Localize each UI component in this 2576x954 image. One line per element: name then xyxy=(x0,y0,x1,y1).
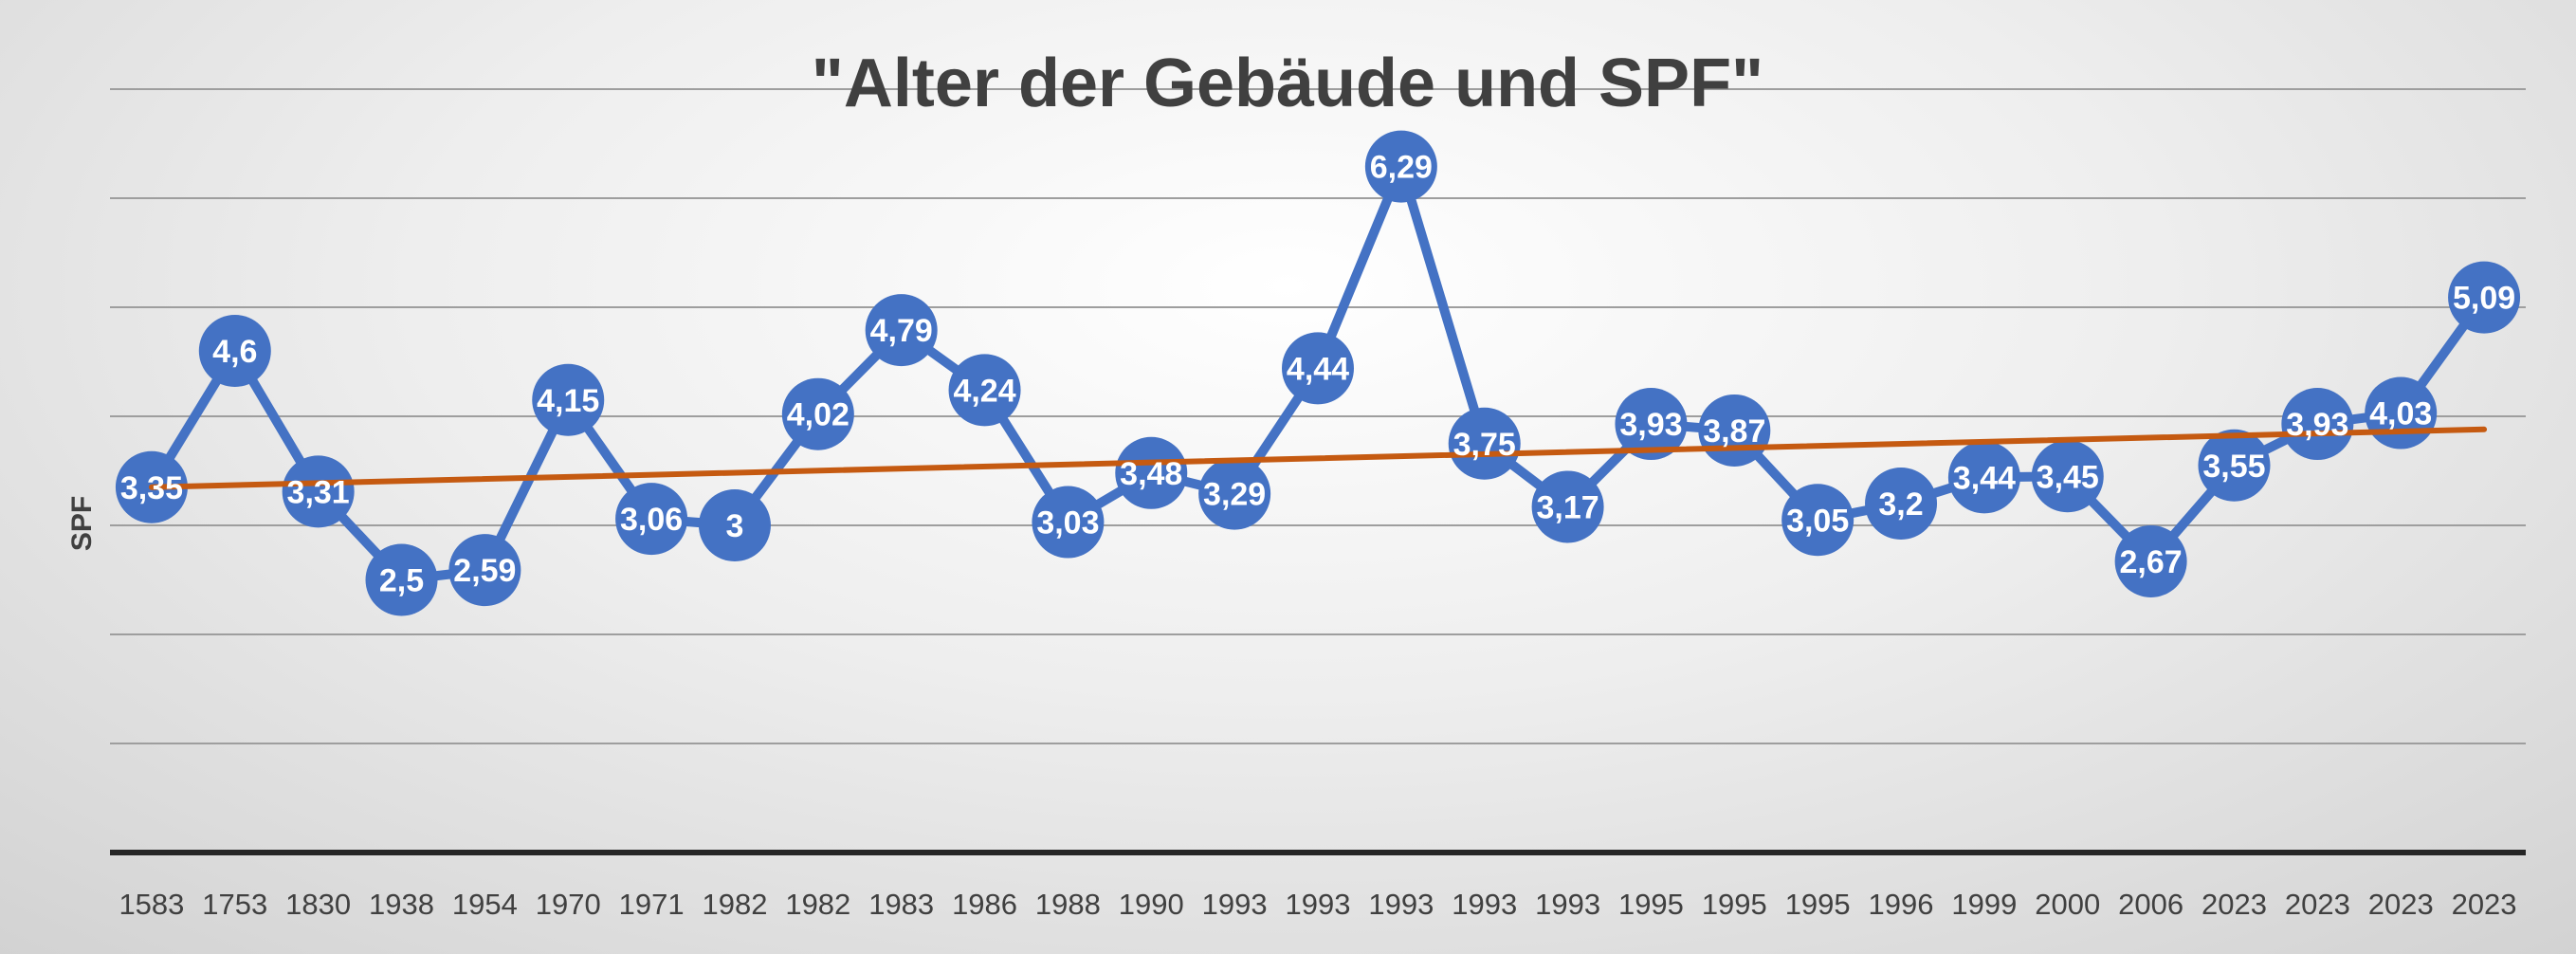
data-point xyxy=(2281,388,2354,461)
data-point xyxy=(781,377,854,450)
x-tick-label: 1753 xyxy=(202,888,267,921)
data-markers xyxy=(115,130,2521,616)
x-tick-label: 1830 xyxy=(285,888,351,921)
x-tick-label: 1993 xyxy=(1368,888,1434,921)
x-tick-label: 2023 xyxy=(2285,888,2350,921)
data-point xyxy=(198,315,271,387)
data-label: 4,79 xyxy=(870,313,933,349)
data-label: 3,06 xyxy=(620,502,683,538)
data-point xyxy=(1615,388,1688,461)
data-label: 2,5 xyxy=(379,563,424,599)
data-point xyxy=(282,455,355,528)
data-point xyxy=(1781,484,1854,557)
data-labels: 3,35 4,6 3,31 2,5 2,59 4,15 3,06 3 4,02 4,79 4,24 3… xyxy=(120,150,2515,599)
data-point xyxy=(2114,524,2187,597)
data-point xyxy=(365,543,438,616)
data-label: 3,35 xyxy=(120,470,183,506)
data-label: 3,55 xyxy=(2202,449,2265,485)
x-tick-label: 1993 xyxy=(1535,888,1600,921)
x-tick-label: 2006 xyxy=(2118,888,2183,921)
data-label: 3,2 xyxy=(1878,486,1923,523)
data-label: 3,03 xyxy=(1036,505,1099,541)
y-axis-label: SPF xyxy=(66,496,98,551)
data-point xyxy=(1364,130,1437,203)
chart-title: "Alter der Gebäude und SPF" xyxy=(812,46,1763,121)
x-tick-label: 1993 xyxy=(1286,888,1351,921)
data-label: 3,48 xyxy=(1120,456,1182,492)
data-label: 6,29 xyxy=(1370,150,1433,186)
x-tick-label: 2023 xyxy=(2452,888,2517,921)
data-point xyxy=(2198,429,2271,502)
data-label: 4,24 xyxy=(953,373,1015,409)
data-label: 4,15 xyxy=(537,383,599,419)
data-label: 3,45 xyxy=(2037,459,2099,495)
data-label: 3,31 xyxy=(287,474,350,510)
x-tick-label: 1983 xyxy=(868,888,934,921)
data-point xyxy=(865,294,938,367)
data-label: 3,87 xyxy=(1703,413,1765,449)
data-label: 3,93 xyxy=(2286,407,2348,443)
x-tick-labels: 1583 1753 1830 1938 1954 1970 1971 1982 1982 1983… xyxy=(119,888,2516,921)
data-point xyxy=(1115,436,1188,509)
data-label: 4,6 xyxy=(212,334,257,370)
trendline xyxy=(148,426,2488,490)
x-tick-label: 1993 xyxy=(1202,888,1268,921)
x-tick-label: 1999 xyxy=(1951,888,2017,921)
data-label: 3,44 xyxy=(1953,460,2016,496)
data-label: 3,75 xyxy=(1453,427,1516,463)
x-tick-label: 1988 xyxy=(1035,888,1101,921)
data-point xyxy=(532,363,605,436)
x-tick-label: 1986 xyxy=(952,888,1017,921)
x-tick-label: 2000 xyxy=(2035,888,2100,921)
data-label: 3,93 xyxy=(1619,407,1682,443)
data-point xyxy=(1448,407,1521,480)
data-point xyxy=(1032,486,1105,559)
x-tick-label: 1982 xyxy=(785,888,850,921)
data-point xyxy=(948,354,1021,427)
data-label: 4,44 xyxy=(1287,351,1349,387)
x-tick-label: 1938 xyxy=(369,888,434,921)
x-tick-label: 1995 xyxy=(1702,888,1767,921)
x-tick-label: 2023 xyxy=(2368,888,2434,921)
x-tick-label: 1996 xyxy=(1869,888,1934,921)
data-label: 4,02 xyxy=(787,397,850,433)
data-point xyxy=(698,489,771,561)
data-label: 2,67 xyxy=(2120,544,2183,580)
gridlines xyxy=(110,88,2526,744)
data-point xyxy=(1947,441,2020,514)
x-tick-label: 1993 xyxy=(1452,888,1517,921)
data-point xyxy=(2031,440,2104,513)
data-label: 3,17 xyxy=(1536,489,1599,525)
data-point xyxy=(1865,468,1938,540)
data-label: 5,09 xyxy=(2453,281,2515,317)
data-label: 3 xyxy=(726,508,744,544)
data-label: 3,05 xyxy=(1786,503,1849,539)
x-tick-label: 1583 xyxy=(119,888,184,921)
x-tick-label: 1995 xyxy=(1785,888,1851,921)
x-tick-label: 1995 xyxy=(1618,888,1684,921)
data-label: 2,59 xyxy=(453,553,516,589)
data-label: 3,29 xyxy=(1203,477,1266,513)
data-point xyxy=(1282,332,1354,405)
x-tick-label: 1982 xyxy=(702,888,767,921)
data-point xyxy=(1198,457,1271,530)
x-tick-label: 1971 xyxy=(619,888,685,921)
data-label: 4,03 xyxy=(2369,396,2432,432)
data-point xyxy=(615,483,688,556)
x-tick-label: 1990 xyxy=(1119,888,1184,921)
data-point xyxy=(448,534,521,607)
x-tick-label: 1970 xyxy=(536,888,601,921)
x-tick-label: 1954 xyxy=(452,888,518,921)
x-tick-label: 2023 xyxy=(2201,888,2267,921)
data-point xyxy=(1531,470,1604,543)
data-point xyxy=(2448,261,2521,334)
